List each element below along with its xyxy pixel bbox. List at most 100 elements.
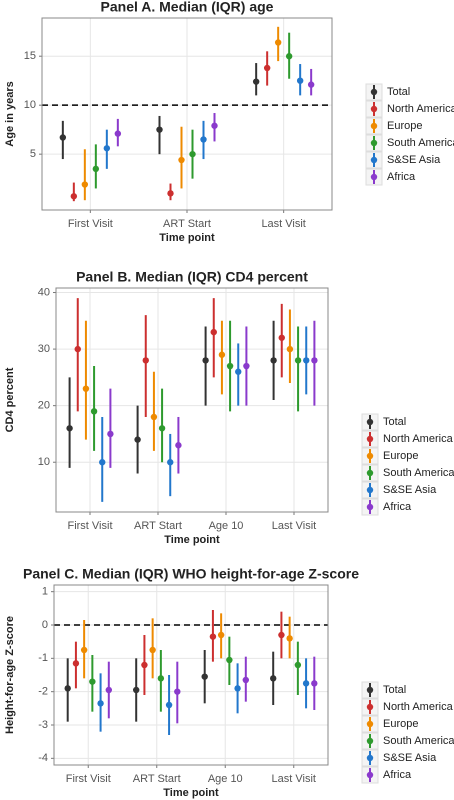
x-axis-title: Time point	[163, 787, 219, 799]
legend-swatch	[370, 173, 378, 181]
median-point	[103, 145, 111, 152]
median-point	[70, 193, 78, 200]
chart-title: Panel B. Median (IQR) CD4 percent	[76, 269, 308, 285]
median-point	[311, 357, 318, 364]
legend-label: Europe	[387, 120, 422, 132]
median-point	[294, 357, 302, 364]
median-point	[200, 136, 207, 143]
median-point	[252, 78, 260, 85]
y-tick-label: 15	[24, 50, 36, 62]
median-point	[218, 351, 226, 358]
median-point	[286, 635, 293, 642]
median-point	[81, 181, 89, 188]
plot-border	[53, 584, 329, 766]
median-point	[74, 345, 81, 353]
legend-label: South America	[383, 735, 454, 747]
median-point	[307, 81, 315, 88]
median-point	[278, 631, 285, 639]
y-tick-label: -2	[38, 686, 48, 698]
median-point	[270, 357, 277, 364]
legend-label: Total	[383, 684, 406, 696]
median-point	[303, 357, 310, 364]
median-point	[133, 686, 140, 694]
median-point	[99, 459, 106, 466]
legend-swatch	[370, 122, 378, 130]
median-point	[211, 122, 218, 129]
x-tick-label: First Visit	[66, 773, 111, 785]
median-point	[64, 685, 71, 692]
legend-label: S&SE Asia	[383, 752, 437, 764]
y-tick-label: -1	[38, 652, 48, 664]
legend-label: South America	[383, 467, 454, 479]
median-point	[97, 700, 104, 707]
x-tick-label: Age 10	[208, 773, 243, 785]
legend-swatch	[366, 737, 374, 745]
y-tick-label: 1	[42, 586, 48, 598]
y-axis-title: CD4 percent	[4, 367, 16, 432]
legend-swatch	[370, 156, 378, 164]
median-point	[72, 660, 80, 667]
y-tick-label: 40	[38, 286, 50, 298]
x-tick-label: Last Visit	[261, 218, 305, 230]
median-point	[263, 64, 271, 72]
median-point	[226, 656, 233, 664]
median-point	[202, 357, 209, 364]
x-tick-label: Age 10	[209, 520, 244, 532]
median-point	[165, 701, 173, 709]
median-point	[178, 156, 185, 164]
y-tick-label: 10	[38, 456, 50, 468]
legend-swatch	[366, 703, 374, 711]
plot-background	[56, 288, 328, 512]
legend-swatch	[366, 754, 374, 762]
y-tick-label: 10	[24, 99, 36, 111]
x-tick-label: First Visit	[68, 218, 113, 230]
legend-swatch	[366, 486, 374, 494]
median-point	[90, 408, 98, 415]
x-tick-label: Last Visit	[272, 520, 316, 532]
plot-border	[41, 17, 333, 211]
median-point	[66, 425, 73, 432]
median-point	[243, 362, 250, 370]
median-point	[210, 328, 217, 336]
median-point	[175, 442, 182, 449]
legend-label: Africa	[387, 171, 416, 183]
median-point	[174, 688, 181, 695]
median-point	[274, 39, 282, 46]
legend-label: Total	[383, 416, 406, 428]
median-point	[242, 676, 249, 684]
median-point	[201, 673, 208, 680]
median-point	[89, 678, 96, 685]
median-point	[311, 680, 318, 687]
y-tick-label: 30	[38, 343, 50, 355]
median-point	[278, 334, 285, 341]
median-point	[82, 385, 90, 392]
x-tick-label: Last Visit	[272, 773, 316, 785]
legend-label: South America	[387, 137, 454, 149]
legend-label: Total	[387, 86, 410, 98]
median-point	[285, 53, 293, 60]
legend-swatch	[370, 105, 378, 113]
legend-swatch	[366, 435, 374, 443]
x-tick-label: ART Start	[134, 520, 182, 532]
y-tick-label: -3	[38, 719, 48, 731]
legend-label: North America	[383, 433, 454, 445]
x-tick-label: First Visit	[67, 520, 112, 532]
median-point	[142, 357, 149, 364]
median-point	[286, 345, 294, 353]
median-point	[294, 661, 302, 669]
median-point	[217, 631, 225, 639]
legend-label: Africa	[383, 769, 412, 781]
median-point	[209, 633, 217, 640]
legend-label: S&SE Asia	[387, 154, 441, 166]
median-point	[157, 675, 165, 682]
legend-swatch	[366, 686, 374, 694]
median-point	[80, 646, 88, 654]
legend-swatch	[366, 469, 374, 477]
median-point	[107, 430, 114, 438]
legend-label: Europe	[383, 718, 418, 730]
x-axis-title: Time point	[164, 534, 220, 546]
y-tick-label: 0	[42, 619, 48, 631]
median-point	[59, 134, 67, 141]
legend-label: Europe	[383, 450, 418, 462]
